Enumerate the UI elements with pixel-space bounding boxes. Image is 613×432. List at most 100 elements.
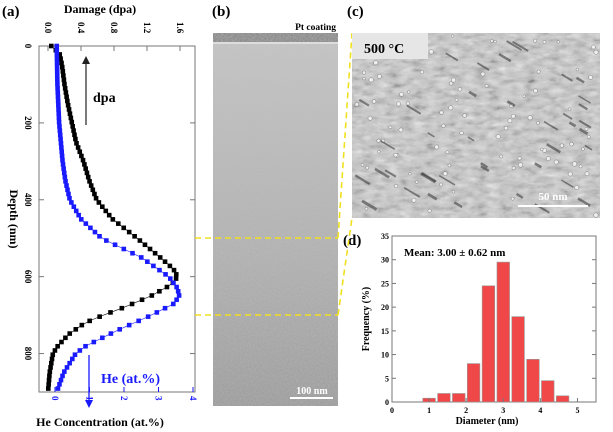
helium-bubble — [377, 150, 381, 154]
helium-bubble — [377, 74, 382, 79]
dislocation-loop — [480, 165, 490, 172]
dpa-point — [49, 356, 55, 362]
he-point — [56, 107, 61, 112]
dpa-point — [157, 288, 162, 294]
he-point — [67, 360, 72, 366]
he-point — [97, 234, 102, 239]
helium-bubble — [411, 197, 417, 203]
dpa-point — [63, 90, 69, 95]
he-point — [60, 373, 65, 379]
dislocation-loop — [438, 174, 456, 186]
he-point — [145, 314, 151, 319]
top-tick-label: 0.8 — [109, 22, 119, 34]
dislocation-loop — [512, 40, 529, 52]
he-point — [130, 250, 135, 256]
dpa-point — [68, 115, 74, 121]
he-point — [108, 331, 114, 336]
dpa-point — [167, 263, 173, 269]
he-point — [62, 369, 67, 374]
dislocation-loop — [427, 132, 435, 138]
dislocation-loop — [562, 112, 573, 120]
plot-frame — [38, 45, 196, 393]
he-point — [83, 221, 89, 226]
dislocation-loop — [578, 127, 589, 136]
he-point — [60, 157, 65, 163]
helium-bubble — [451, 190, 456, 194]
he-line — [56, 45, 180, 389]
helium-bubble — [591, 44, 596, 50]
helium-bubble — [493, 39, 497, 44]
dpa-point — [79, 322, 85, 328]
dislocation-loop — [584, 144, 593, 151]
helium-bubble — [574, 185, 580, 190]
helium-bubble — [584, 171, 590, 177]
helium-bubble — [459, 130, 464, 136]
he-point — [61, 166, 66, 171]
dislocation-loop — [476, 62, 490, 71]
dislocation-loop — [543, 120, 559, 131]
dpa-point — [46, 382, 51, 387]
helium-bubble — [364, 206, 369, 211]
he-point — [58, 377, 64, 383]
x-tick-label: 3 — [501, 406, 505, 415]
dpa-point — [59, 60, 64, 66]
dislocation-loop — [515, 192, 524, 199]
helium-bubble — [439, 110, 444, 115]
helium-bubble — [388, 125, 393, 130]
y-tick-label: 35 — [381, 232, 389, 241]
dpa-point — [90, 187, 96, 193]
dpa-point — [46, 377, 52, 383]
dpa-point — [129, 301, 135, 307]
he-point — [62, 174, 68, 180]
dpa-point — [162, 259, 168, 264]
histogram-bar — [466, 363, 481, 403]
dpa-point — [71, 128, 76, 133]
helium-bubble — [368, 77, 374, 83]
bottom-axis-title: He Concentration (at.%) — [36, 415, 164, 429]
dislocation-loop — [568, 121, 577, 128]
he-point — [61, 170, 67, 176]
dpa-point — [63, 335, 68, 341]
y-tick-label: 20 — [381, 303, 389, 312]
panel-label-a: (a) — [2, 4, 20, 20]
dpa-point — [72, 132, 77, 138]
dpa-point — [157, 255, 163, 260]
dpa-point — [119, 305, 125, 311]
helium-bubble — [462, 113, 467, 118]
helium-bubble — [365, 165, 370, 170]
temperature-label: 500 °C — [364, 42, 404, 57]
helium-bubble — [553, 159, 559, 165]
helium-bubble — [439, 182, 443, 187]
x-axis-title: Diameter (nm) — [456, 416, 519, 427]
dpa-point — [62, 81, 67, 87]
dpa-point — [82, 162, 87, 167]
he-point — [72, 352, 78, 358]
dpa-point — [96, 200, 102, 205]
y-tick-label: 0 — [23, 44, 33, 49]
helium-bubble — [451, 34, 455, 38]
he-point — [54, 60, 60, 66]
he-point — [170, 301, 176, 307]
he-point — [175, 288, 181, 294]
helium-bubble — [546, 156, 551, 161]
he-point — [157, 267, 162, 273]
dislocation-loop — [406, 104, 422, 115]
y-tick-label: 15 — [381, 327, 389, 336]
dpa-point — [65, 102, 71, 108]
helium-bubble — [572, 161, 578, 167]
he-point — [55, 90, 61, 95]
dpa-point — [73, 327, 79, 332]
dpa-point — [147, 246, 153, 252]
dislocation-loop — [578, 95, 592, 104]
dpa-point — [59, 339, 64, 345]
dpa-point — [164, 284, 170, 290]
he-point — [121, 246, 127, 252]
dpa-point — [173, 276, 179, 281]
he-point — [176, 293, 182, 298]
dislocation-loop — [506, 40, 523, 51]
dpa-point — [103, 208, 109, 214]
helium-bubble — [588, 75, 593, 80]
dpa-point — [62, 85, 68, 91]
dpa-point — [88, 183, 94, 188]
